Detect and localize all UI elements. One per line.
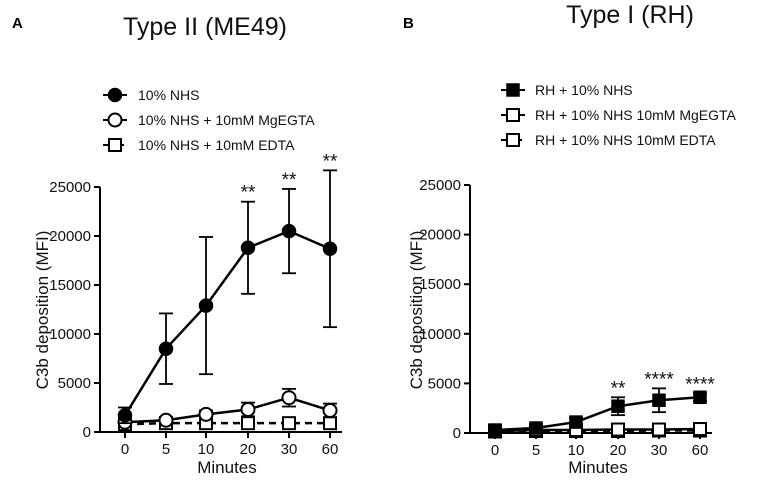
legend-label: 10% NHS + 10mM EDTA <box>138 137 295 153</box>
data-point <box>611 422 625 437</box>
y-tick-label: 25000 <box>49 179 91 196</box>
y-tick-label: 15000 <box>419 276 461 293</box>
data-point <box>281 390 297 406</box>
significance-label: **** <box>644 369 674 390</box>
x-tick-label: 5 <box>162 441 170 458</box>
data-point <box>158 341 174 356</box>
legend-label: RH + 10% NHS 10mM EDTA <box>535 132 716 148</box>
chart-panel-a: A Type II (ME49) 0 5000 10000 15000 20000 25000… <box>12 13 342 477</box>
y-tick-label: 5000 <box>428 375 461 392</box>
series-2 <box>118 416 337 432</box>
series-line <box>494 396 701 432</box>
legend-marker <box>506 83 520 97</box>
legend-marker <box>506 133 520 147</box>
chart-title: Type II (ME49) <box>123 13 287 41</box>
data-point <box>488 423 502 437</box>
data-point <box>198 406 214 422</box>
legend-entry-2: RH + 10% NHS 10mM EDTA <box>501 132 716 148</box>
y-tick-label: 0 <box>83 424 91 441</box>
x-tick-label: 0 <box>491 442 499 459</box>
y-tick-label: 15000 <box>49 277 91 294</box>
x-tick-label: 20 <box>240 441 257 458</box>
data-point <box>282 416 296 431</box>
significance-label: ** <box>323 151 338 172</box>
significance-label: ** <box>611 378 626 399</box>
legend-marker <box>108 138 122 152</box>
data-point <box>693 390 707 405</box>
x-tick-label: 30 <box>651 442 668 459</box>
chart-panel-b: B Type I (RH) 0 5000 10000 15000 20000 25000 0 5 1… <box>403 1 737 477</box>
x-tick-label: 10 <box>198 441 215 458</box>
y-tick-label: 20000 <box>419 227 461 244</box>
x-axis-label: Minutes <box>568 458 628 477</box>
x-tick-label: 5 <box>532 442 540 459</box>
y-axis-label: C3b deposition (MFI) <box>407 231 426 390</box>
y-tick-label: 20000 <box>49 228 91 245</box>
x-tick-label: 60 <box>692 442 709 459</box>
series-line <box>123 229 331 416</box>
panel-letter: B <box>403 15 414 32</box>
x-tick-label: 10 <box>568 442 585 459</box>
chart-title: Type I (RH) <box>566 1 694 29</box>
legend-entry-1: RH + 10% NHS 10mM MgEGTA <box>501 107 737 123</box>
y-axis-label: C3b deposition (MFI) <box>33 231 52 390</box>
legend-label: RH + 10% NHS <box>535 82 633 98</box>
data-point <box>117 408 133 423</box>
data-point <box>323 416 337 431</box>
data-point <box>240 401 256 417</box>
data-point <box>158 412 174 428</box>
data-point <box>198 298 214 313</box>
panel-letter: A <box>12 15 23 32</box>
series-0 <box>117 169 338 425</box>
data-point <box>569 415 583 429</box>
x-tick-label: 30 <box>281 441 298 458</box>
legend-entry-0: RH + 10% NHS <box>501 82 633 98</box>
legend-entry-1: 10% NHS + 10mM MgEGTA <box>103 112 315 128</box>
x-tick-label: 60 <box>322 441 339 458</box>
legend-marker <box>506 108 520 122</box>
series-0 <box>488 387 707 437</box>
x-tick-label: 20 <box>610 442 627 459</box>
y-tick-label: 10000 <box>49 326 91 343</box>
legend-label: 10% NHS <box>138 87 199 103</box>
data-point <box>611 399 625 413</box>
series-line <box>124 396 331 424</box>
y-tick-label: 5000 <box>58 375 91 392</box>
data-point <box>322 402 338 418</box>
data-point <box>693 422 707 437</box>
x-axis-label: Minutes <box>197 458 257 477</box>
y-tick-label: 25000 <box>419 177 461 194</box>
significance-label: **** <box>685 374 715 395</box>
data-point <box>241 416 255 431</box>
data-point <box>281 223 297 239</box>
legend-entry-2: 10% NHS + 10mM EDTA <box>103 137 295 153</box>
y-tick-label: 10000 <box>419 326 461 343</box>
significance-label: ** <box>241 183 256 204</box>
legend-label: RH + 10% NHS 10mM MgEGTA <box>535 107 737 123</box>
series-line <box>124 421 330 426</box>
data-point <box>240 240 256 256</box>
significance-label: ** <box>282 170 297 191</box>
data-point <box>652 393 666 408</box>
legend-label: 10% NHS + 10mM MgEGTA <box>138 112 315 128</box>
data-point <box>652 422 666 437</box>
x-tick-label: 0 <box>121 441 129 458</box>
legend-entry-0: 10% NHS <box>103 87 199 103</box>
data-point <box>322 241 338 256</box>
legend-marker <box>107 87 123 103</box>
y-tick-label: 0 <box>453 425 461 442</box>
legend-marker <box>107 112 123 128</box>
data-point <box>529 421 543 435</box>
